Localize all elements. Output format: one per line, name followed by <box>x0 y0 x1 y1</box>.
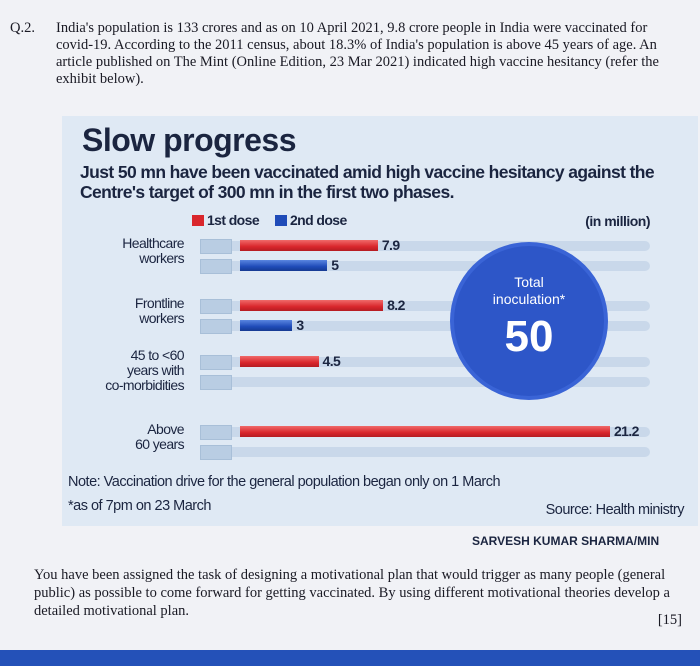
bar-track <box>200 301 650 311</box>
exhibit-source: Source: Health ministry <box>545 502 685 518</box>
badge-caption: Total inoculation* <box>454 274 604 308</box>
exhibit-note: Note: Vaccination drive for the general … <box>68 474 501 490</box>
bar-track <box>200 377 650 387</box>
bar-first-dose <box>240 426 610 437</box>
data-label: 3 <box>296 317 304 333</box>
legend-label-first-dose: 1st dose <box>207 212 260 228</box>
category-label-line: workers <box>139 310 184 326</box>
total-inoculation-badge: Total inoculation* 50 <box>454 246 604 396</box>
category-label-line: Frontline <box>134 295 185 311</box>
badge-value: 50 <box>504 312 554 361</box>
bar-track <box>200 241 650 251</box>
category-label: 45 to <60 years with co-morbidities <box>62 348 184 393</box>
bar-second-dose <box>240 320 293 331</box>
exhibit-infographic: Slow progress Just 50 mn have been vacci… <box>62 116 698 526</box>
bar-second-dose <box>240 260 328 271</box>
data-label: 4.5 <box>322 353 341 369</box>
legend-item-second-dose: 2nd dose <box>275 212 347 228</box>
bar-stub <box>200 319 232 334</box>
category-label: Healthcare workers <box>62 236 184 266</box>
bottom-bar <box>0 650 700 666</box>
data-label: 8.2 <box>387 297 405 313</box>
category-label-line: Healthcare <box>122 235 184 251</box>
question-text: India's population is 133 crores and as … <box>56 20 659 87</box>
category-label-line: 45 to <60 <box>130 347 185 363</box>
exhibit-title: Slow progress <box>82 122 297 158</box>
bar-stub <box>200 375 232 390</box>
badge-line1: Total <box>514 274 544 290</box>
bar-stub <box>200 425 232 440</box>
category-label-line: 60 years <box>135 436 185 452</box>
exhibit-subtitle: Just 50 mn have been vaccinated amid hig… <box>80 162 655 202</box>
bar-track <box>200 357 650 367</box>
bar-track <box>200 447 650 457</box>
data-label: 7.9 <box>381 237 400 253</box>
bar-stub <box>200 259 232 274</box>
bar-stub <box>200 299 232 314</box>
category-label-line: co-morbidities <box>105 377 184 393</box>
bar-track <box>200 321 650 331</box>
bar-first-dose <box>240 300 384 311</box>
exhibit-asof: *as of 7pm on 23 March <box>68 498 211 514</box>
category-label: Frontline workers <box>62 295 185 326</box>
bar-stub <box>200 239 232 254</box>
unit-label: (in million) <box>585 213 650 229</box>
bar-stub <box>200 445 232 460</box>
bar-track <box>200 261 650 271</box>
legend-item-first-dose: 1st dose <box>192 212 260 228</box>
bar-first-dose <box>240 240 378 251</box>
badge-line2: inoculation* <box>492 291 566 307</box>
legend-swatch-second-dose <box>275 215 287 226</box>
bar-stub <box>200 355 232 370</box>
task-text: You have been assigned the task of desig… <box>34 567 670 619</box>
category-label-line: years with <box>126 362 185 378</box>
question-number: Q.2. <box>10 20 35 36</box>
category-label: Above 60 years <box>62 421 185 452</box>
category-label-line: workers <box>139 250 184 266</box>
byline: SARVESH KUMAR SHARMA/MIN <box>472 534 660 548</box>
bar-first-dose <box>240 356 319 367</box>
category-label-line: Above <box>147 421 184 437</box>
marks: [15] <box>657 612 682 628</box>
question-block: Q.2. India's population is 133 crores an… <box>10 20 686 88</box>
data-label: 5 <box>331 257 339 273</box>
legend-label-second-dose: 2nd dose <box>290 212 347 228</box>
legend: 1st dose 2nd dose <box>192 212 347 228</box>
data-label: 21.2 <box>614 423 639 439</box>
legend-swatch-first-dose <box>192 215 204 226</box>
